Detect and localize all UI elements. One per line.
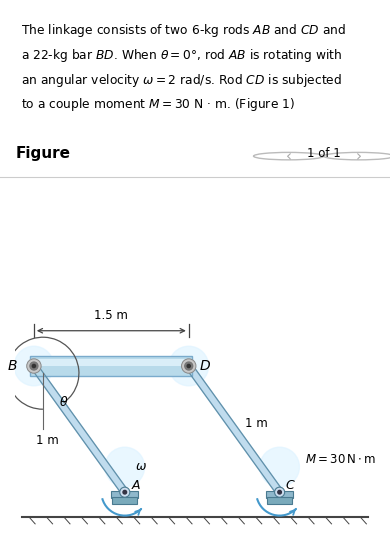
Circle shape bbox=[32, 364, 35, 368]
Circle shape bbox=[187, 364, 190, 368]
Circle shape bbox=[105, 447, 145, 487]
Text: $C$: $C$ bbox=[285, 479, 296, 492]
Text: $\theta$: $\theta$ bbox=[59, 395, 69, 409]
Text: 1 of 1: 1 of 1 bbox=[307, 147, 340, 160]
Text: The linkage consists of two 6-kg rods $\mathit{AB}$ and $\mathit{CD}$ and
a 22-k: The linkage consists of two 6-kg rods $\… bbox=[21, 22, 347, 113]
Circle shape bbox=[278, 490, 282, 494]
Circle shape bbox=[123, 490, 127, 494]
Text: 1 m: 1 m bbox=[36, 434, 59, 447]
Circle shape bbox=[260, 447, 300, 487]
Text: 1.5 m: 1.5 m bbox=[94, 309, 128, 322]
Bar bbox=[30, 356, 192, 376]
Text: $M = 30\,\mathrm{N \cdot m}$: $M = 30\,\mathrm{N \cdot m}$ bbox=[305, 453, 376, 466]
Text: $A$: $A$ bbox=[131, 479, 142, 492]
Circle shape bbox=[169, 346, 209, 386]
Circle shape bbox=[275, 487, 285, 497]
Bar bbox=[267, 496, 292, 504]
Circle shape bbox=[120, 487, 130, 497]
Circle shape bbox=[14, 346, 54, 386]
Text: Figure: Figure bbox=[16, 146, 71, 161]
Circle shape bbox=[30, 362, 38, 370]
Polygon shape bbox=[31, 364, 128, 494]
Text: ›: › bbox=[356, 149, 362, 164]
Text: ‹: ‹ bbox=[285, 149, 292, 164]
Bar bbox=[266, 491, 293, 497]
Circle shape bbox=[185, 362, 193, 370]
Text: 1 m: 1 m bbox=[245, 417, 268, 430]
Bar bbox=[112, 496, 137, 504]
Text: $D$: $D$ bbox=[199, 359, 211, 373]
Text: $B$: $B$ bbox=[7, 359, 18, 373]
Circle shape bbox=[27, 359, 41, 373]
Bar bbox=[111, 491, 138, 497]
Text: $\omega$: $\omega$ bbox=[135, 460, 147, 473]
Circle shape bbox=[181, 359, 196, 373]
Bar bbox=[30, 359, 192, 366]
Polygon shape bbox=[186, 364, 282, 494]
